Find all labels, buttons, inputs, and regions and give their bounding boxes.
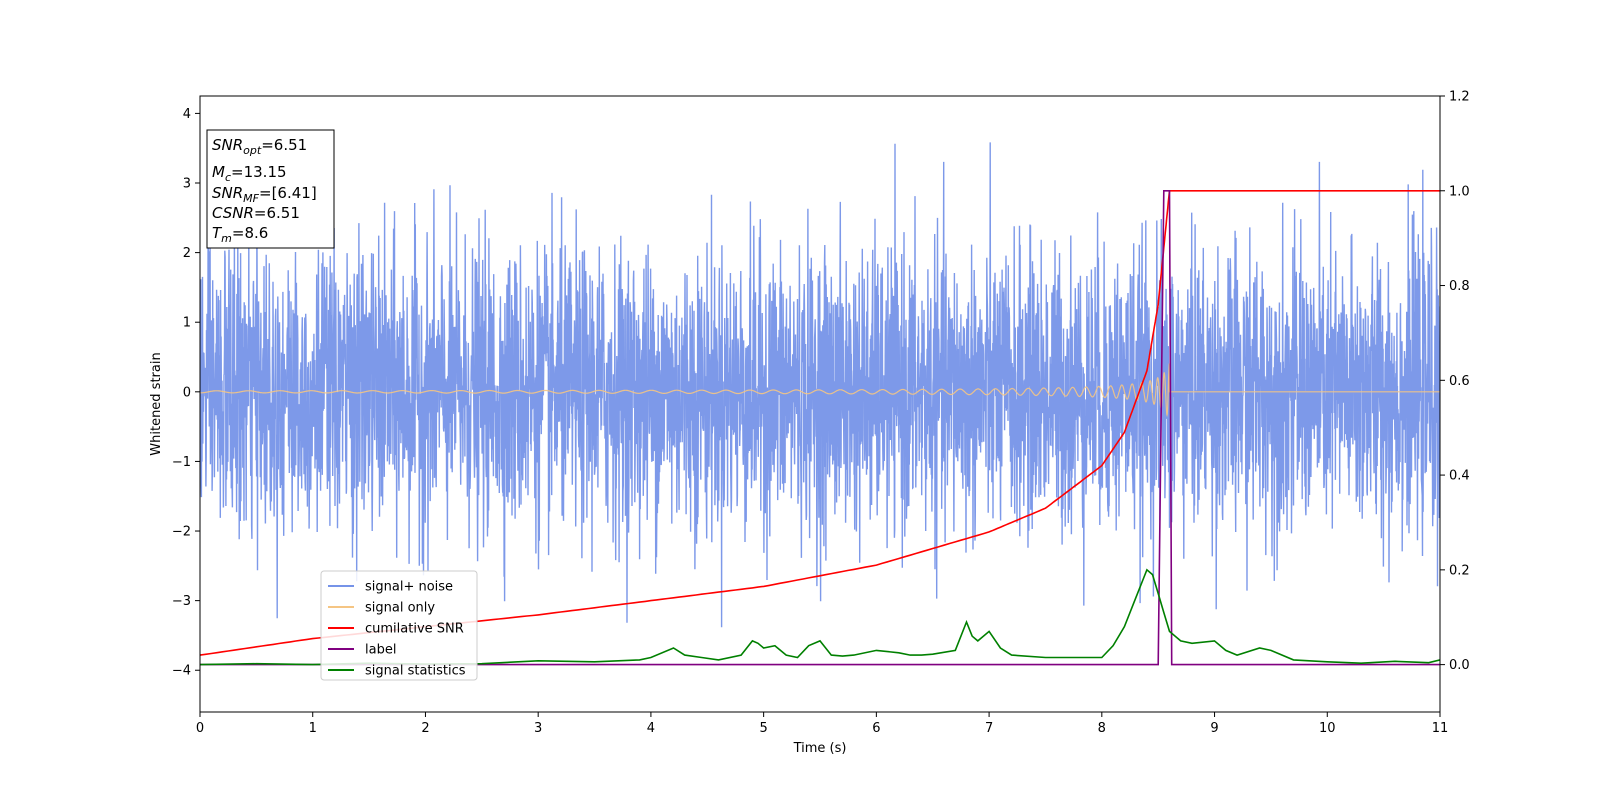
info-line: Tm=8.6 — [212, 224, 268, 245]
legend-label: label — [365, 643, 396, 658]
y-tick-label: 3 — [183, 177, 191, 192]
legend: signal+ noise signal only cumilative SNR la… — [320, 570, 478, 681]
x-tick-label: 0 — [196, 721, 204, 736]
info-line: CSNR=6.51 — [212, 204, 300, 222]
y2-tick-label: 0.2 — [1449, 563, 1470, 578]
legend-label: signal statistics — [365, 664, 466, 679]
y2-tick-label: 0.0 — [1449, 658, 1470, 673]
x-tick-label: 8 — [1098, 721, 1106, 736]
y-tick-label: 2 — [183, 246, 191, 261]
x-tick-label: 2 — [421, 721, 429, 736]
y-tick-label: −2 — [172, 525, 191, 540]
info-line: SNRMF=[6.41] — [212, 184, 317, 205]
x-tick-label: 11 — [1432, 721, 1449, 736]
series-label-line — [200, 190, 1440, 666]
y-axis-left: −4 −3 −2 −1 0 1 2 3 4 — [172, 107, 200, 679]
y-axis-label: Whitened strain — [149, 352, 164, 455]
y2-tick-label: 0.8 — [1449, 279, 1470, 294]
y-tick-label: −4 — [172, 664, 191, 679]
info-line: SNRopt=6.51 — [212, 136, 307, 157]
legend-label: signal only — [365, 601, 435, 616]
x-axis-label: Time (s) — [793, 741, 847, 756]
y2-tick-label: 1.0 — [1449, 184, 1470, 199]
info-line: Mc=13.15 — [212, 163, 287, 184]
legend-label: cumilative SNR — [365, 622, 464, 637]
x-tick-label: 10 — [1319, 721, 1336, 736]
x-axis: 0 1 2 3 4 5 6 7 8 9 10 11 — [196, 712, 1448, 736]
y-tick-label: −3 — [172, 594, 191, 609]
y2-tick-label: 0.6 — [1449, 374, 1470, 389]
x-tick-label: 3 — [534, 721, 542, 736]
legend-label: signal+ noise — [365, 580, 453, 595]
y-tick-label: 0 — [183, 385, 191, 400]
x-tick-label: 7 — [985, 721, 993, 736]
series-signal-only-line — [200, 363, 1440, 418]
series-signal-noise-line — [200, 142, 1440, 628]
y-axis-right: 0.0 0.2 0.4 0.6 0.8 1.0 1.2 — [1440, 90, 1470, 673]
x-tick-label: 9 — [1210, 721, 1218, 736]
y2-tick-label: 1.2 — [1449, 90, 1470, 105]
plot-frame — [199, 95, 1441, 713]
x-tick-label: 5 — [759, 721, 767, 736]
y2-tick-label: 0.4 — [1449, 469, 1470, 484]
series-signal-statistics-line — [200, 568, 1440, 666]
x-tick-label: 6 — [872, 721, 880, 736]
info-box: SNRopt=6.51 Mc=13.15SNRMF=[6.41]CSNR=6.51… — [206, 129, 335, 249]
y-tick-label: 1 — [183, 316, 191, 331]
x-tick-label: 4 — [647, 721, 655, 736]
x-tick-label: 1 — [309, 721, 317, 736]
y-tick-label: 4 — [183, 107, 191, 122]
y-tick-label: −1 — [172, 455, 191, 470]
